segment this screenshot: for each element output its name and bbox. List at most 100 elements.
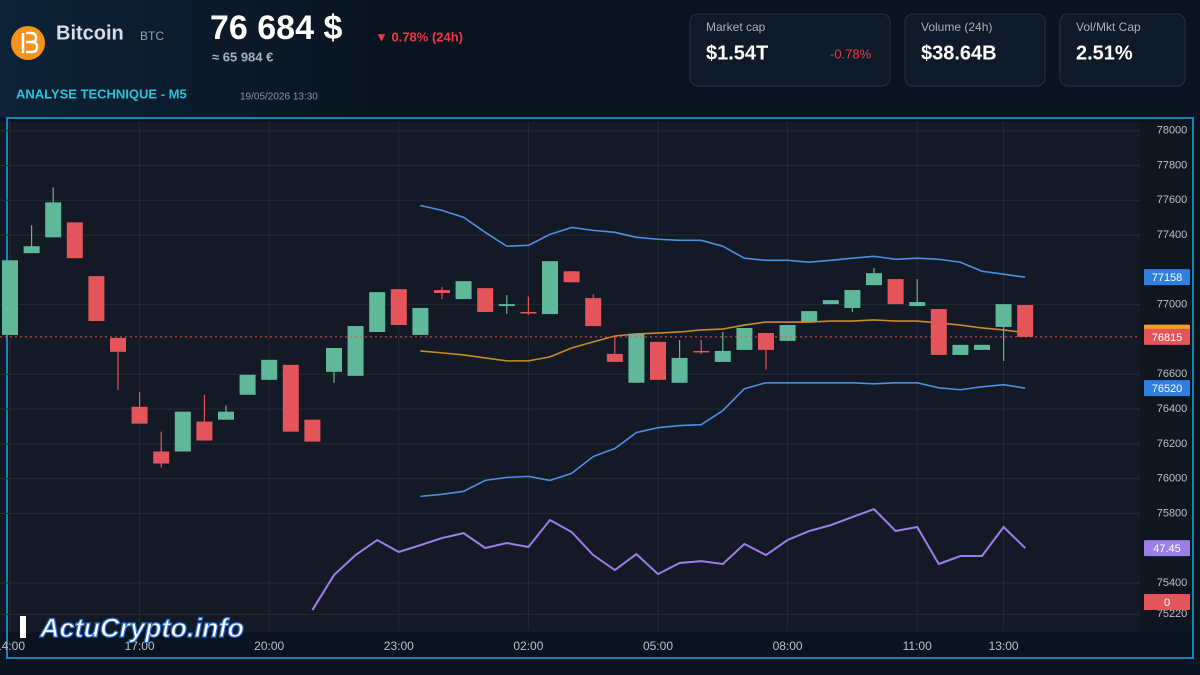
y-tick-label: 77800 (1157, 159, 1188, 171)
candle-body (887, 279, 904, 305)
candle-body (758, 333, 774, 350)
card (904, 13, 1046, 87)
stat-label: Vol/Mkt Cap (1076, 20, 1141, 34)
candle-body (952, 344, 969, 355)
y-tick-label: 75800 (1157, 507, 1188, 519)
candle-body (23, 246, 40, 254)
candle-body (693, 350, 710, 353)
candle-body (650, 341, 666, 380)
x-tick-label: 13:00 (989, 639, 1019, 653)
candle-body (369, 292, 386, 332)
candle-body (412, 307, 429, 335)
coin-name: Bitcoin (56, 22, 124, 44)
stat-value: $1.54T (706, 42, 768, 64)
x-tick-label: 05:00 (643, 639, 673, 653)
y-tick-label: 75400 (1157, 577, 1188, 589)
x-tick-label: 02:00 (513, 639, 543, 653)
candle-body (520, 311, 537, 314)
price: 76 684 $ (210, 9, 342, 47)
candle-body (66, 222, 83, 259)
card (1059, 13, 1186, 87)
x-tick-label: 11:00 (903, 639, 932, 653)
subtitle: ANALYSE TECHNIQUE - M5 (16, 86, 187, 101)
indicator-line (311, 507, 1026, 611)
indicator-line (420, 381, 1026, 498)
candle-body (282, 364, 299, 432)
price-tag (1144, 540, 1190, 557)
candle-body (498, 304, 515, 307)
price-tag (1144, 594, 1190, 610)
plot-area (0, 122, 1140, 632)
y-tick-label: 77600 (1157, 194, 1188, 206)
y-tick-label: 76200 (1157, 438, 1188, 450)
candle-body (88, 276, 105, 322)
y-tick-label: 78000 (1157, 125, 1188, 137)
price-tag-label: 76815 (1152, 332, 1183, 344)
candle-body (326, 347, 342, 372)
candle-body (909, 302, 926, 307)
candle-body (390, 289, 407, 326)
price-eur: ≈ 65 984 € (212, 49, 273, 64)
candle-body (714, 350, 731, 362)
candle-body (563, 271, 580, 283)
y-tick-label: 77400 (1157, 229, 1188, 241)
candle-body (455, 281, 472, 300)
candle-body (174, 411, 191, 452)
price-tag-label: 47.45 (1153, 543, 1181, 555)
price-tag (1144, 380, 1190, 397)
stat-value: $38.64B (921, 42, 997, 64)
candle-body (347, 326, 364, 376)
x-tick-label: 08:00 (773, 639, 803, 653)
y-tick-label: 77000 (1157, 299, 1188, 311)
candle-body (239, 374, 256, 395)
y-tick-label: 75220 (1157, 608, 1188, 620)
stat-value: 2.51% (1076, 42, 1133, 64)
candle-body (822, 300, 839, 305)
price-change: ▼ 0.78% (24h) (375, 29, 463, 44)
candle-body (974, 344, 990, 350)
price-tag (1144, 328, 1190, 345)
y-tick-label: 76400 (1157, 403, 1188, 415)
bitcoin-glyph (21, 31, 39, 54)
stat-label: Volume (24h) (921, 20, 992, 34)
price-tag-label: 0 (1164, 597, 1170, 609)
candle-body (628, 333, 645, 383)
candle-body (606, 353, 623, 362)
candle-body (477, 288, 494, 312)
candle-body (801, 311, 818, 323)
header-panel (0, 0, 380, 118)
candle-body (218, 411, 234, 420)
candle-body (2, 260, 18, 335)
candle-body (131, 406, 148, 424)
candle-body (844, 290, 861, 308)
y-tick-label: 76000 (1157, 473, 1188, 485)
candle-body (196, 421, 213, 441)
candle-body (671, 357, 688, 383)
price-tag-label: 76520 (1152, 383, 1183, 395)
candle-body (995, 304, 1012, 327)
x-tick-label: 20:00 (254, 639, 284, 653)
candle-body (110, 337, 126, 352)
candle-body (866, 273, 882, 286)
x-tick-label: 14:00 (0, 639, 25, 653)
coin-symbol: BTC (140, 29, 164, 43)
candle-body (1017, 305, 1034, 337)
candle-body (434, 290, 450, 294)
candle-body (153, 451, 170, 464)
watermark-mark (20, 616, 26, 638)
candle-body (304, 419, 321, 442)
date: 19/05/2026 13:30 (240, 92, 318, 103)
candle-body (542, 261, 558, 315)
candle-body (45, 202, 62, 238)
x-tick-label: 17:00 (125, 639, 155, 653)
candle-body (736, 327, 753, 350)
indicator-line (420, 319, 1026, 362)
candle-body (930, 309, 947, 355)
indicator-line (420, 204, 1026, 278)
price-tag-label: 77158 (1152, 272, 1183, 284)
chart: 75220 75400 75800 76000 76200 76400 76600 77000… (0, 122, 1190, 653)
price-tag (1144, 269, 1190, 286)
card (689, 13, 891, 87)
y-tick-label: 76600 (1157, 368, 1188, 380)
